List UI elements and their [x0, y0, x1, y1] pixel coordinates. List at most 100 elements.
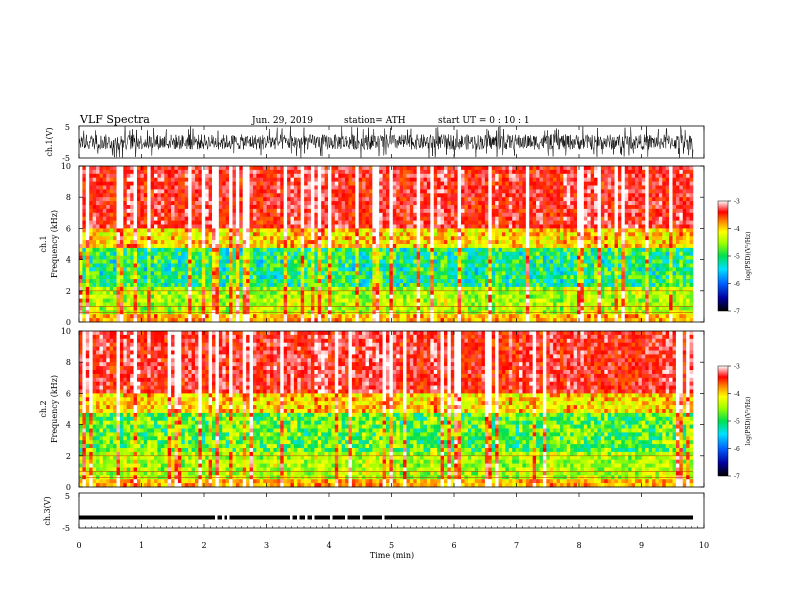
- spectrogram-cell: [140, 216, 145, 221]
- spectrogram-cell: [290, 267, 295, 272]
- spectrogram-cell: [109, 271, 114, 276]
- spectrogram-cell: [229, 236, 233, 241]
- spectrogram-cell: [174, 247, 179, 253]
- spectrogram-cell: [392, 279, 397, 284]
- spectrogram-cell: [399, 255, 404, 260]
- spectrogram-cell: [273, 177, 278, 182]
- spectrogram-cell: [201, 181, 206, 186]
- spectrogram-cell: [82, 201, 87, 206]
- spectrogram-cell: [164, 169, 168, 175]
- spectrogram-cell: [375, 193, 380, 198]
- spectrogram-cell: [399, 314, 404, 319]
- spectrogram-cell: [317, 244, 322, 249]
- spectrogram-cell: [242, 224, 247, 229]
- spectrogram-cell: [450, 177, 455, 182]
- spectrogram-cell: [229, 228, 233, 233]
- spectrogram-cell: [208, 224, 213, 229]
- spectrogram-cell: [191, 216, 196, 221]
- spectrogram-cell: [386, 216, 390, 221]
- spectrogram-cell: [478, 247, 482, 253]
- spectrogram-cell: [464, 271, 469, 276]
- spectrogram-cell: [399, 236, 404, 241]
- spectrogram-cell: [409, 298, 414, 303]
- spectrogram-cell: [201, 294, 206, 299]
- spectrogram-cell: [82, 314, 87, 319]
- spectrogram-cell: [297, 244, 302, 249]
- spectrogram-cell: [99, 286, 104, 292]
- spectrogram-cell: [123, 306, 128, 311]
- spectrogram-cell: [348, 294, 353, 299]
- spectrogram-cell: [474, 306, 479, 311]
- spectrogram-cell: [375, 286, 380, 292]
- spectrogram-cell: [389, 286, 394, 292]
- spectrogram-cell: [235, 208, 240, 214]
- spectrogram-cell: [246, 263, 250, 268]
- spectrogram-cell: [467, 306, 472, 311]
- spectrogram-cell: [355, 232, 360, 237]
- spectrogram-cell: [242, 294, 247, 299]
- spectrogram-cell: [109, 177, 114, 182]
- spectrogram-cell: [130, 228, 134, 233]
- spectrogram-cell: [287, 247, 291, 253]
- spectrogram-cell: [433, 189, 438, 194]
- spectrogram-cell: [218, 197, 223, 202]
- spectrogram-cell: [89, 267, 93, 272]
- spectrogram-cell: [488, 314, 493, 319]
- spectrogram-cell: [304, 306, 308, 311]
- spectrogram-cell: [280, 189, 284, 194]
- spectrogram-cell: [467, 275, 472, 280]
- spectrogram-cell: [218, 283, 223, 288]
- spectrogram-cell: [338, 216, 342, 221]
- spectrogram-cell: [351, 224, 356, 229]
- spectrogram-cell: [106, 283, 110, 288]
- spectrogram-cell: [252, 318, 257, 323]
- spectrogram-cell: [447, 193, 452, 198]
- spectrogram-cell: [160, 166, 165, 171]
- spectrogram-cell: [430, 224, 435, 229]
- spectrogram-cell: [440, 263, 445, 268]
- spectrogram-cell: [328, 236, 332, 241]
- spectrogram-cell: [92, 197, 97, 202]
- spectrogram-cell: [259, 275, 264, 280]
- spectrogram-cell: [341, 185, 346, 190]
- spectrogram-cell: [113, 298, 117, 303]
- spectrogram-cell: [382, 275, 387, 280]
- spectrogram-cell: [201, 275, 206, 280]
- spectrogram-cell: [140, 205, 145, 210]
- spectrogram-cell: [109, 197, 114, 202]
- spectrogram-cell: [164, 208, 168, 214]
- spectrogram-cell: [181, 247, 186, 253]
- spectrogram-cell: [437, 220, 441, 225]
- spectrogram-cell: [171, 314, 175, 319]
- spectrogram-cell: [136, 169, 141, 175]
- spectrogram-cell: [386, 236, 390, 241]
- spectrogram-cell: [208, 169, 213, 175]
- spectrogram-cell: [341, 255, 346, 260]
- spectrogram-cell: [99, 205, 104, 210]
- spectrogram-cell: [266, 173, 271, 178]
- spectrogram-cell: [488, 240, 493, 245]
- spectrogram-cell: [396, 302, 400, 307]
- spectrogram-cell: [287, 224, 291, 229]
- spectrogram-cell: [215, 306, 220, 311]
- spectrogram-cell: [256, 267, 261, 272]
- spectrogram-cell: [426, 201, 431, 206]
- spectrogram-cell: [89, 263, 93, 268]
- spectrogram-cell: [375, 224, 380, 229]
- spectrogram-cell: [96, 205, 100, 210]
- spectrogram-cell: [481, 232, 486, 237]
- spectrogram-cell: [464, 189, 469, 194]
- spectrogram-cell: [495, 201, 499, 206]
- spectrogram-cell: [304, 302, 308, 307]
- spectrogram-cell: [375, 247, 380, 253]
- spectrogram-cell: [198, 290, 203, 295]
- spectrogram-cell: [341, 173, 346, 178]
- spectrogram-cell: [113, 169, 117, 175]
- spectrogram-cell: [491, 173, 496, 178]
- spectrogram-cell: [194, 216, 199, 221]
- spectrogram-cell: [386, 314, 390, 319]
- spectrogram-cell: [375, 294, 380, 299]
- spectrogram-cell: [392, 224, 397, 229]
- spectrogram-cell: [246, 236, 250, 241]
- spectrogram-cell: [229, 169, 233, 175]
